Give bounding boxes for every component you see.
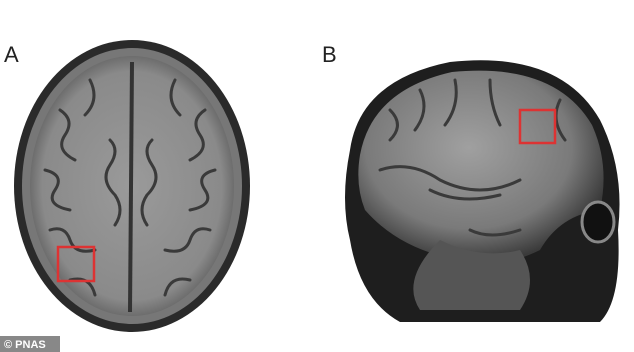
- credit-background: [0, 336, 60, 352]
- highlight-box: [518, 108, 557, 145]
- credit: © PNAS: [4, 339, 46, 351]
- axial-scan: [14, 40, 250, 332]
- panel-label: A: [4, 42, 19, 67]
- panel-label: B: [322, 42, 337, 67]
- sagittal-scan: [345, 60, 620, 323]
- highlight-box: [56, 245, 96, 283]
